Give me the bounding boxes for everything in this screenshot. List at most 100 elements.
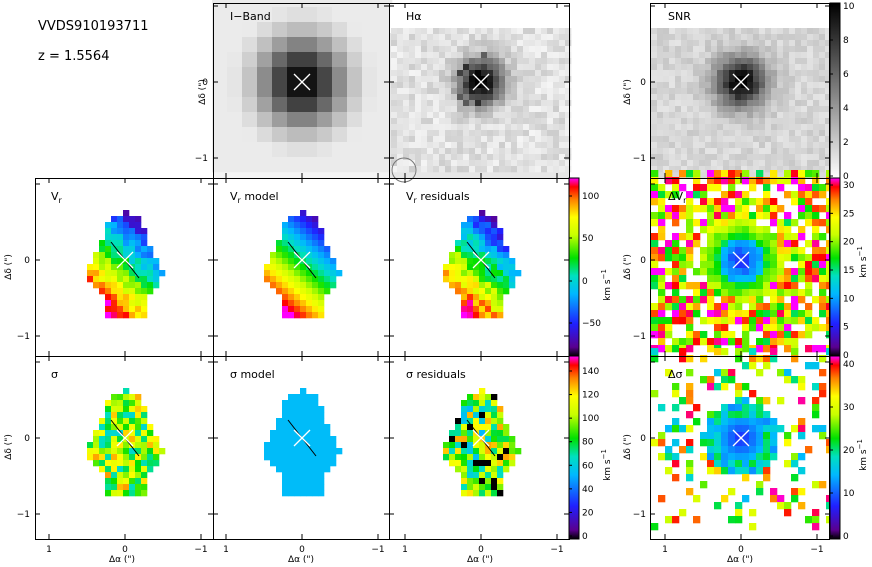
map-pixel bbox=[497, 478, 504, 485]
map-pixel bbox=[129, 246, 136, 253]
map-pixel bbox=[714, 317, 722, 325]
map-pixel bbox=[467, 258, 474, 265]
map-pixel bbox=[711, 154, 718, 161]
map-pixel bbox=[541, 136, 548, 143]
map-pixel bbox=[714, 446, 722, 454]
map-pixel bbox=[306, 306, 313, 313]
map-pixel bbox=[312, 306, 319, 313]
map-pixel bbox=[475, 58, 482, 65]
map-pixel bbox=[759, 100, 766, 107]
map-pixel bbox=[714, 310, 722, 318]
map-pixel bbox=[663, 76, 670, 83]
map-pixel bbox=[282, 234, 289, 241]
map-pixel bbox=[742, 362, 750, 370]
map-pixel bbox=[117, 246, 124, 253]
map-pixel bbox=[433, 154, 440, 161]
map-pixel bbox=[403, 46, 410, 53]
map-pixel bbox=[111, 306, 118, 313]
map-pixel bbox=[515, 448, 522, 455]
map-pixel bbox=[801, 28, 808, 35]
map-pixel bbox=[324, 246, 331, 253]
map-pixel bbox=[479, 490, 486, 497]
map-pixel bbox=[445, 130, 452, 137]
map-pixel bbox=[686, 439, 694, 447]
map-pixel bbox=[481, 106, 488, 113]
map-pixel bbox=[728, 219, 736, 227]
map-pixel bbox=[517, 124, 524, 131]
map-pixel bbox=[242, 157, 258, 173]
map-pixel bbox=[819, 94, 826, 101]
map-pixel bbox=[798, 432, 806, 440]
map-pixel bbox=[717, 52, 724, 59]
map-pixel bbox=[491, 312, 498, 319]
map-pixel bbox=[306, 448, 313, 455]
map-pixel bbox=[700, 439, 708, 447]
map-pixel bbox=[553, 166, 560, 173]
x-tick-label: 0 bbox=[738, 545, 744, 555]
map-pixel bbox=[651, 439, 659, 447]
unit-sigma: km s−1 bbox=[600, 449, 613, 481]
map-pixel bbox=[481, 112, 488, 119]
map-pixel bbox=[491, 484, 498, 491]
map-pixel bbox=[463, 160, 470, 167]
map-pixel bbox=[686, 460, 694, 468]
map-pixel bbox=[141, 406, 148, 413]
map-pixel bbox=[756, 289, 764, 297]
label-sigma-residuals: σ residuals bbox=[406, 368, 466, 381]
colorbar-tick-label: 0 bbox=[843, 532, 849, 542]
map-pixel bbox=[449, 264, 456, 271]
map-pixel bbox=[686, 446, 694, 454]
map-pixel bbox=[717, 88, 724, 95]
map-pixel bbox=[693, 100, 700, 107]
map-pixel bbox=[99, 430, 106, 437]
map-pixel bbox=[288, 436, 295, 443]
map-pixel bbox=[111, 478, 118, 485]
map-pixel bbox=[403, 76, 410, 83]
map-pixel bbox=[481, 148, 488, 155]
map-pixel bbox=[505, 148, 512, 155]
map-pixel bbox=[515, 270, 522, 277]
map-pixel bbox=[699, 124, 706, 131]
map-pixel bbox=[511, 154, 518, 161]
map-pixel bbox=[693, 94, 700, 101]
map-pixel bbox=[493, 40, 500, 47]
map-pixel bbox=[783, 124, 790, 131]
map-pixel bbox=[491, 294, 498, 301]
map-pixel bbox=[735, 268, 743, 276]
map-pixel bbox=[415, 166, 422, 173]
map-pixel bbox=[756, 439, 764, 447]
map-pixel bbox=[686, 411, 694, 419]
map-pixel bbox=[362, 112, 378, 128]
map-pixel bbox=[651, 94, 658, 101]
map-pixel bbox=[505, 136, 512, 143]
map-pixel bbox=[511, 76, 518, 83]
map-pixel bbox=[312, 270, 319, 277]
map-pixel bbox=[294, 264, 301, 271]
map-pixel bbox=[330, 264, 337, 271]
map-pixel bbox=[687, 154, 694, 161]
map-pixel bbox=[749, 261, 757, 269]
map-pixel bbox=[312, 264, 319, 271]
map-pixel bbox=[467, 312, 474, 319]
map-pixel bbox=[693, 495, 701, 503]
sigma-residuals-pixel-map bbox=[443, 388, 522, 497]
center-cross bbox=[116, 429, 134, 447]
map-pixel bbox=[306, 294, 313, 301]
map-pixel bbox=[451, 130, 458, 137]
x-tick-label: −1 bbox=[550, 545, 563, 555]
map-pixel bbox=[669, 46, 676, 53]
map-pixel bbox=[693, 130, 700, 137]
map-pixel bbox=[485, 424, 492, 431]
map-pixel bbox=[825, 76, 832, 83]
map-pixel bbox=[777, 296, 785, 304]
map-pixel bbox=[742, 219, 750, 227]
map-pixel bbox=[749, 390, 757, 398]
map-pixel bbox=[812, 362, 820, 370]
map-pixel bbox=[559, 100, 566, 107]
map-pixel bbox=[509, 448, 516, 455]
map-pixel bbox=[657, 64, 664, 71]
map-pixel bbox=[227, 67, 243, 83]
map-pixel bbox=[770, 198, 778, 206]
map-pixel bbox=[784, 233, 792, 241]
